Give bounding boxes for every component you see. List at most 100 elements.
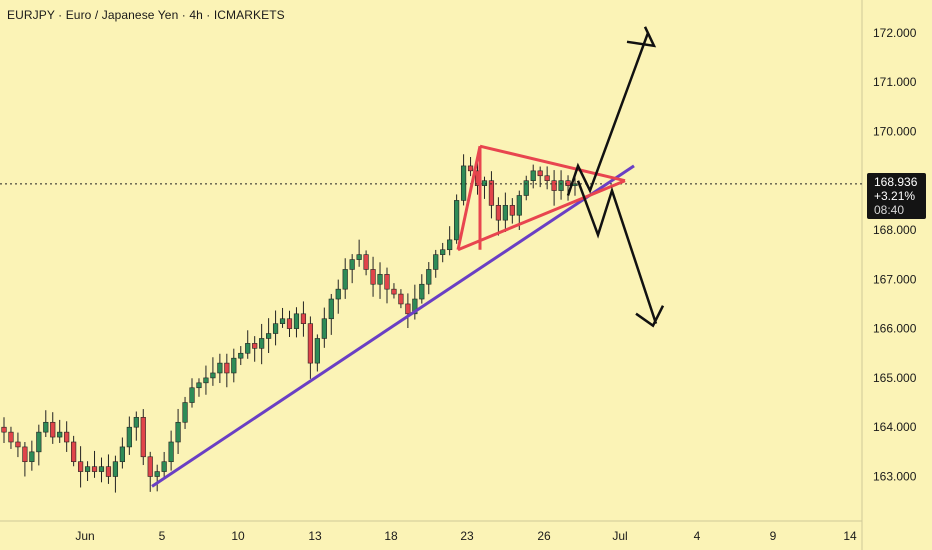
candle-body xyxy=(161,461,167,472)
x-tick-label: 9 xyxy=(770,529,777,543)
candle-body xyxy=(454,200,460,241)
candle-body xyxy=(349,259,355,270)
x-tick-label: 23 xyxy=(460,529,474,543)
candle-body xyxy=(217,362,223,374)
candle-body xyxy=(259,338,265,349)
candle-body xyxy=(509,205,515,216)
candle-body xyxy=(50,421,56,438)
candle-body xyxy=(196,382,202,389)
candle-body xyxy=(419,283,425,300)
y-tick-label: 171.000 xyxy=(873,75,917,89)
candle-body xyxy=(328,298,334,320)
candle-body xyxy=(71,441,77,463)
candle-body xyxy=(245,343,251,354)
candle-body xyxy=(84,466,91,472)
x-tick-label: 26 xyxy=(537,529,551,543)
bar-countdown-timer: 08:40 xyxy=(874,203,905,217)
candle-body xyxy=(558,180,564,191)
bullish-arrowhead xyxy=(626,26,657,48)
candle-body xyxy=(391,288,397,295)
triangle-rise-edge xyxy=(456,145,482,251)
candle-body xyxy=(203,377,209,384)
candle-body xyxy=(210,372,216,379)
candle-body xyxy=(77,461,84,472)
candle-body xyxy=(238,352,244,359)
candle-body xyxy=(342,269,348,290)
chart-title: EURJPY · Euro / Japanese Yen · 4h · ICMA… xyxy=(7,8,285,22)
x-tick-label: 13 xyxy=(308,529,322,543)
candle-body xyxy=(140,417,146,458)
candle-body xyxy=(502,205,508,221)
candle-body xyxy=(126,426,132,448)
candle-body xyxy=(377,274,383,285)
candle-body xyxy=(119,446,125,463)
x-tick-label: 4 xyxy=(694,529,701,543)
candle-body xyxy=(363,254,369,270)
x-tick-label: 18 xyxy=(384,529,398,543)
candle-body xyxy=(307,323,313,364)
y-tick-label: 166.000 xyxy=(873,322,917,336)
last-price-value: 168.936 xyxy=(874,175,918,189)
y-tick-label: 167.000 xyxy=(873,272,917,286)
candle-body xyxy=(91,466,98,472)
candle-body xyxy=(488,180,495,206)
candle-body xyxy=(467,165,474,172)
candle-body xyxy=(252,343,258,349)
candle-body xyxy=(8,431,14,443)
candle-body xyxy=(286,318,293,329)
candle-body xyxy=(405,303,411,315)
candle-body xyxy=(537,170,543,177)
candle-body xyxy=(516,195,522,216)
candle-body xyxy=(105,466,112,477)
candle-body xyxy=(398,293,404,305)
candle-body xyxy=(279,318,286,324)
candle-body xyxy=(370,269,376,285)
candle-body xyxy=(266,333,272,339)
candle-body xyxy=(57,431,63,438)
x-tick-label: 14 xyxy=(843,529,857,543)
candle-body xyxy=(523,180,529,196)
candle-body xyxy=(335,288,341,300)
candle-body xyxy=(544,175,550,182)
candle-body xyxy=(384,274,390,290)
candle-body xyxy=(551,180,557,191)
triangle-upper-line xyxy=(479,144,626,183)
triangle-lower-line xyxy=(457,179,626,252)
y-tick-label: 170.000 xyxy=(873,124,917,138)
candle-body xyxy=(460,165,467,201)
y-tick-label: 163.000 xyxy=(873,470,917,484)
candle-body xyxy=(412,298,418,315)
last-price-change: +3.21% xyxy=(874,189,916,203)
candle-body xyxy=(36,431,42,453)
candle-body xyxy=(293,313,300,329)
y-tick-label: 165.000 xyxy=(873,371,917,385)
candle-body xyxy=(300,313,307,324)
rising-trendline xyxy=(151,164,635,488)
candle-body xyxy=(98,466,105,472)
y-tick-label: 168.000 xyxy=(873,223,917,237)
candle-body xyxy=(133,417,139,428)
candle-body xyxy=(154,471,160,477)
candle-body xyxy=(356,254,362,260)
candle-body xyxy=(314,338,320,364)
candle-body xyxy=(175,421,181,443)
candle-body xyxy=(426,269,432,285)
x-tick-label: 5 xyxy=(159,529,166,543)
candle-body xyxy=(147,456,153,477)
x-tick-label: Jul xyxy=(612,529,627,543)
candle-body xyxy=(168,441,174,463)
candle-body xyxy=(231,357,237,374)
candle-body xyxy=(530,170,536,181)
candle-body xyxy=(64,431,70,443)
candle-body xyxy=(321,318,327,339)
candle-body xyxy=(1,426,7,433)
x-tick-label: Jun xyxy=(75,529,94,543)
candle-body xyxy=(189,387,195,403)
candle-body xyxy=(565,180,571,186)
candle-body xyxy=(182,402,188,423)
candle-body xyxy=(43,421,49,433)
candle-body xyxy=(29,451,35,463)
candle-body xyxy=(112,461,119,477)
